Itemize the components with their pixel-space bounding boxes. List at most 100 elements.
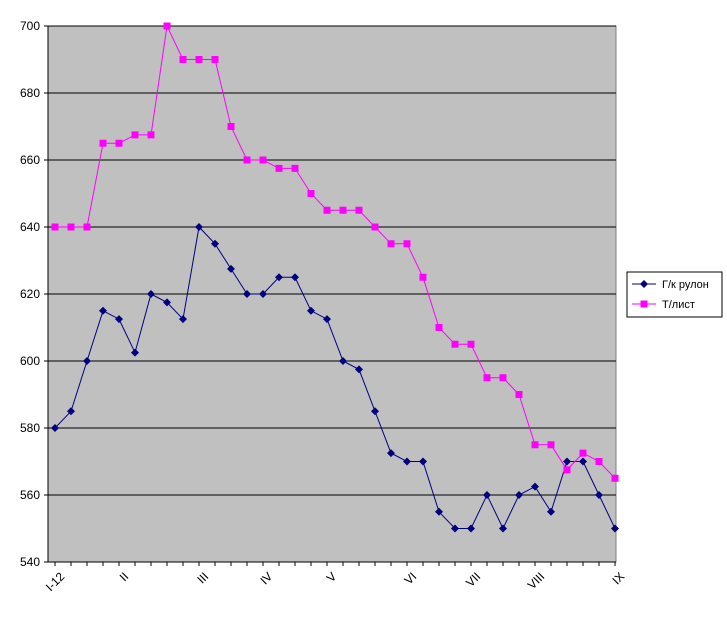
series-1-point-11 (227, 123, 235, 130)
series-0-point-35 (611, 524, 619, 533)
y-tick-label-1: 560 (20, 488, 40, 502)
series-1-point-17 (323, 206, 331, 214)
y-axis-ticks: 540 560 580 600 620 640 660 680 700 (20, 19, 48, 569)
series-1-point-29 (515, 391, 523, 398)
series-1-point-4 (115, 139, 123, 147)
legend-box (626, 271, 723, 318)
series-0-point-24 (435, 507, 443, 516)
series-0-point-33 (579, 457, 587, 466)
series-0-point-15 (291, 273, 299, 282)
series-0-point-25 (451, 524, 459, 533)
series-0-point-17 (323, 315, 331, 324)
x-tick-label-4: V (324, 569, 340, 585)
series-1-point-20 (371, 223, 379, 231)
series-0-point-23 (419, 457, 427, 466)
series-0-point-18 (339, 357, 347, 365)
series-1-point-31 (547, 441, 555, 449)
x-tick-label-0: I-12 (43, 569, 68, 594)
y-tick-label-0: 540 (20, 555, 40, 569)
legend: Г/к рулон Т/лист (626, 271, 723, 318)
series-1-point-35 (611, 474, 619, 482)
series-0-point-27 (483, 491, 491, 499)
series-1-point-1 (67, 223, 75, 231)
x-tick-label-3: IV (257, 569, 275, 587)
series-0-point-9 (195, 223, 203, 231)
series-0-point-31 (547, 507, 555, 516)
series-0-point-3 (99, 306, 107, 315)
series-1-point-15 (291, 164, 299, 172)
series-1-point-26 (467, 340, 475, 348)
series-1-point-22 (403, 240, 411, 248)
legend-marker-0 (640, 280, 648, 288)
series-0-point-20 (371, 407, 379, 416)
series-0-point-28 (499, 524, 507, 533)
series-1-point-25 (451, 340, 459, 348)
y-tick-label-3: 600 (20, 354, 40, 368)
series-1-point-3 (99, 139, 107, 147)
series-0-point-34 (595, 491, 603, 499)
series-0-point-11 (227, 264, 235, 273)
x-axis-ticks: I-12 II III IV V VI VII VIII IX (43, 562, 627, 594)
series-1-point-12 (243, 156, 251, 164)
legend-label-0: Г/к рулон (662, 279, 709, 291)
legend-marker-1 (640, 300, 648, 308)
y-tick-label-2: 580 (20, 421, 40, 435)
series-1-point-24 (435, 324, 443, 331)
y-tick-label-8: 700 (20, 19, 40, 33)
series-0-point-21 (387, 449, 395, 458)
series-1-point-0 (51, 223, 59, 231)
series-0-point-7 (163, 298, 171, 307)
series-1-point-28 (499, 374, 507, 382)
series-0-point-13 (259, 290, 267, 298)
series-0-point-10 (211, 239, 219, 248)
series-1-point-6 (147, 131, 155, 139)
series-1-point-10 (211, 56, 219, 63)
series-1-point-32 (563, 466, 571, 474)
series-1-point-30 (531, 441, 539, 449)
series-group (51, 22, 619, 533)
series-1-point-14 (275, 164, 283, 172)
series-1-point-13 (259, 156, 267, 164)
series-1-point-2 (83, 223, 91, 231)
x-tick-label-5: VI (401, 569, 419, 587)
y-tick-label-4: 620 (20, 287, 40, 301)
series-0-point-4 (115, 315, 123, 324)
series-1-point-5 (131, 131, 139, 139)
series-1-point-33 (579, 449, 587, 457)
series-1-point-7 (163, 22, 171, 30)
y-tick-label-5: 640 (20, 220, 40, 234)
series-0-point-8 (179, 315, 187, 324)
legend-label-1: Т/лист (662, 299, 695, 311)
series-0-point-5 (131, 348, 139, 357)
series-1-point-27 (483, 374, 491, 382)
series-0-point-19 (355, 365, 363, 374)
series-1-point-18 (339, 206, 347, 214)
series-1-point-23 (419, 273, 427, 281)
x-tick-label-1: II (117, 569, 132, 584)
series-0-point-14 (275, 273, 283, 282)
x-tick-label-2: III (194, 569, 211, 586)
series-1-point-16 (307, 190, 315, 197)
x-tick-label-8: IX (609, 569, 627, 587)
series-0-point-22 (403, 457, 411, 466)
series-0-point-16 (307, 306, 315, 315)
series-1-point-9 (195, 56, 203, 63)
series-0-point-0 (51, 424, 59, 432)
series-1-point-8 (179, 56, 187, 63)
x-tick-label-7: VIII (525, 569, 548, 592)
series-1-point-19 (355, 206, 363, 214)
series-line-0 (54, 225, 616, 530)
y-tick-label-7: 680 (20, 86, 40, 100)
series-0-point-2 (83, 357, 91, 365)
series-0-point-1 (67, 407, 75, 416)
series-0-point-32 (563, 457, 571, 466)
y-tick-label-6: 660 (20, 153, 40, 167)
series-1-point-21 (387, 240, 395, 248)
series-0-point-26 (467, 524, 475, 533)
series-0-point-30 (531, 482, 539, 491)
series-1-point-34 (595, 458, 603, 465)
series-0-point-29 (515, 491, 523, 499)
series-0-point-12 (243, 290, 251, 298)
x-tick-label-6: VII (463, 569, 483, 589)
